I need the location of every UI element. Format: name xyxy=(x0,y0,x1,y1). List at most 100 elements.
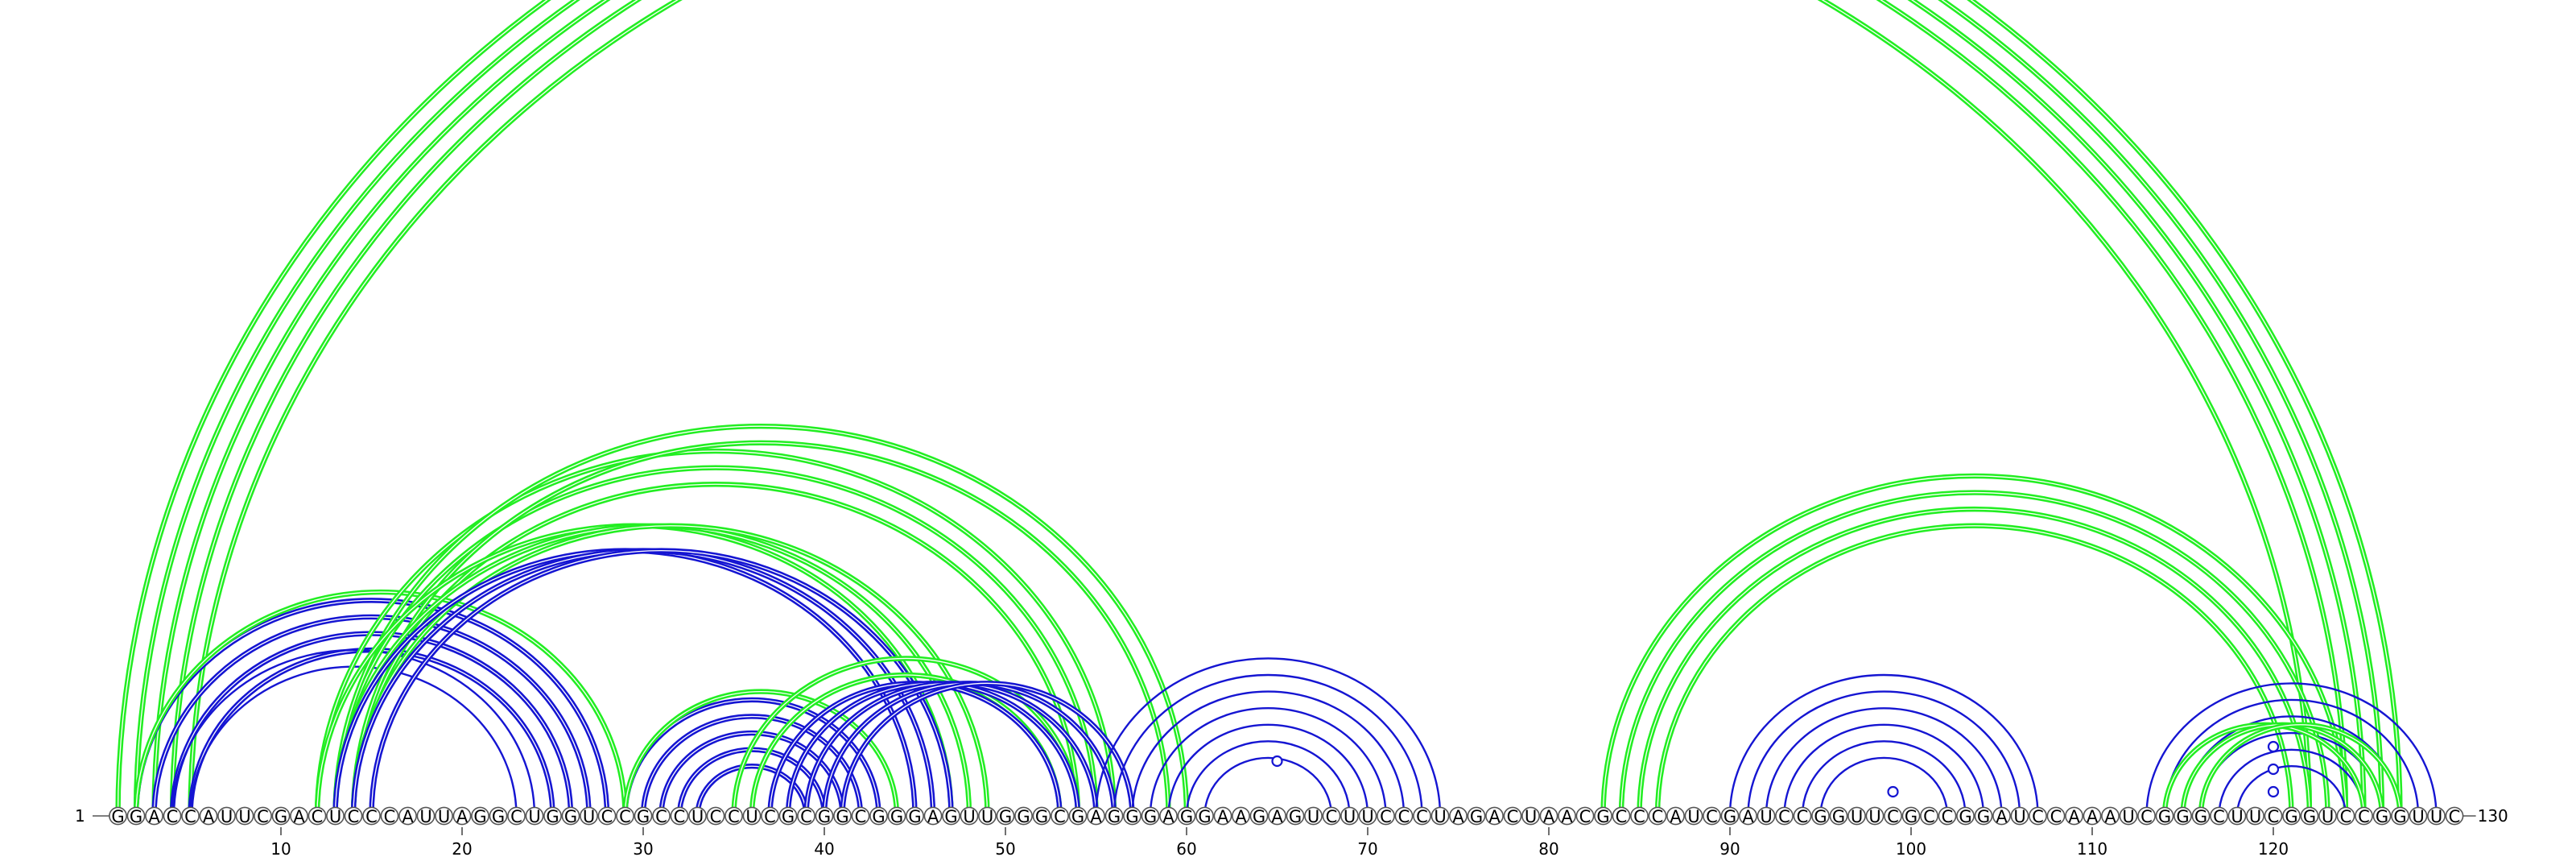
nucleotide: A xyxy=(1740,807,1757,826)
position-tick-label: 30 xyxy=(633,839,653,857)
nucleotide-letter: A xyxy=(1996,807,2008,826)
nucleotide-letter: G xyxy=(890,807,903,826)
nucleotide-letter: C xyxy=(2268,807,2280,826)
nucleotide-letter: C xyxy=(800,807,812,826)
nucleotide: G xyxy=(2192,807,2209,826)
nucleotide: U xyxy=(1757,807,1774,826)
nucleotide-letter: U xyxy=(2122,807,2134,826)
nucleotide-letter: U xyxy=(745,807,758,826)
base-pair-arc xyxy=(155,0,2364,816)
position-tick-label: 40 xyxy=(814,839,834,857)
nucleotide: C xyxy=(1395,807,1412,826)
nucleotide: U xyxy=(1359,807,1376,826)
nucleotide: C xyxy=(617,807,634,826)
nucleotide-letter: G xyxy=(1071,807,1084,826)
nucleotide-letter: A xyxy=(1543,807,1555,826)
position-tick-label: 50 xyxy=(995,839,1015,857)
nucleotide-letter: A xyxy=(1217,807,1229,826)
base-pair-arc xyxy=(1621,493,2328,816)
nucleotide-letter: C xyxy=(2213,807,2225,826)
nucleotide-letter: G xyxy=(782,807,795,826)
nucleotide: G xyxy=(1141,807,1158,826)
nucleotide: G xyxy=(1286,807,1303,826)
nucleotide: G xyxy=(1178,807,1195,826)
base-pair-arc xyxy=(1730,675,2038,816)
nucleotide-letter: G xyxy=(1253,807,1265,826)
nucleotide-letter: C xyxy=(728,807,740,826)
nucleotide-letter: C xyxy=(1887,807,1899,826)
nucleotide: U xyxy=(327,807,344,826)
nucleotide-letter: C xyxy=(1380,807,1392,826)
nucleotide-letter: C xyxy=(2340,807,2352,826)
nucleotide: C xyxy=(762,807,778,826)
nucleotide-letter: U xyxy=(221,807,233,826)
nucleotide-letter: G xyxy=(2376,807,2388,826)
nucleotide-letter: C xyxy=(348,807,360,826)
nucleotide: G xyxy=(2301,807,2318,826)
nucleotide-letter: G xyxy=(2285,807,2297,826)
nucleotide: G xyxy=(1033,807,1050,826)
nucleotide-letter: G xyxy=(546,807,559,826)
nucleotide: G xyxy=(943,807,960,826)
nucleotide-letter: C xyxy=(1942,807,1954,826)
nucleotide: G xyxy=(1105,807,1122,826)
nucleotide: A xyxy=(1232,807,1249,826)
base-pair-arc-highlight xyxy=(155,0,2364,816)
nucleotide: U xyxy=(2409,807,2426,826)
nucleotide-letter: G xyxy=(1035,807,1048,826)
nucleotide: G xyxy=(888,807,905,826)
nucleotide-letter: G xyxy=(999,807,1012,826)
nucleotide-letter: A xyxy=(1742,807,1754,826)
nucleotide: U xyxy=(1305,807,1322,826)
position-tick-label: 110 xyxy=(2077,839,2107,857)
nucleotide-letter: A xyxy=(1271,807,1283,826)
nucleotide: C xyxy=(1921,807,1938,826)
nucleotide-letter: C xyxy=(167,807,179,826)
nucleotide-letter: A xyxy=(2104,807,2116,826)
nucleotide: U xyxy=(2120,807,2136,826)
nucleotide-letter: A xyxy=(402,807,414,826)
nucleotide-letter: C xyxy=(184,807,196,826)
nucleotide-letter: C xyxy=(1778,807,1790,826)
nucleotide-letter: C xyxy=(1054,807,1066,826)
nucleotide-letter: C xyxy=(764,807,776,826)
nucleotide-letter: C xyxy=(510,807,522,826)
nucleotide-letter: U xyxy=(1760,807,1772,826)
nucleotide-letter: C xyxy=(1633,807,1645,826)
nucleotide: A xyxy=(1993,807,2010,826)
base-pair-arc-highlight xyxy=(1621,493,2328,816)
nucleotide-letter: G xyxy=(2176,807,2189,826)
base-pair-arc xyxy=(1802,741,1966,816)
nucleotide: G xyxy=(2156,807,2173,826)
base-pair-arc xyxy=(1169,725,1368,816)
nucleotide-letter: G xyxy=(1289,807,1302,826)
nucleotide: A xyxy=(1214,807,1231,826)
nucleotide: C xyxy=(725,807,742,826)
nucleotide: C xyxy=(1885,807,1901,826)
nucleotide: C xyxy=(2355,807,2372,826)
nucleotide: C xyxy=(1649,807,1666,826)
nucleotide: G xyxy=(815,807,832,826)
nucleotide: C xyxy=(707,807,724,826)
nucleotide: A xyxy=(2066,807,2083,826)
nucleotide-letter: A xyxy=(1670,807,1682,826)
nucleotide-letter: G xyxy=(1814,807,1827,826)
nucleotide-letter: G xyxy=(1180,807,1193,826)
nucleotide-letter: U xyxy=(419,807,431,826)
nucleotide-letter: C xyxy=(1507,807,1519,826)
nucleotide: G xyxy=(2174,807,2191,826)
base-pair-arc xyxy=(136,0,2382,816)
loop-marker xyxy=(1273,756,1282,766)
nucleotide-letter: C xyxy=(257,807,269,826)
loop-marker xyxy=(2268,742,2278,751)
position-tick-label: 10 xyxy=(270,839,291,857)
nucleotide: C xyxy=(163,807,180,826)
arc-layer xyxy=(118,0,2437,816)
nucleotide-letter: U xyxy=(238,807,250,826)
nucleotide-letter: G xyxy=(1596,807,1609,826)
nucleotide: G xyxy=(779,807,796,826)
nucleotide-letter: G xyxy=(637,807,650,826)
nucleotide: G xyxy=(1957,807,1974,826)
nucleotide: A xyxy=(1088,807,1104,826)
